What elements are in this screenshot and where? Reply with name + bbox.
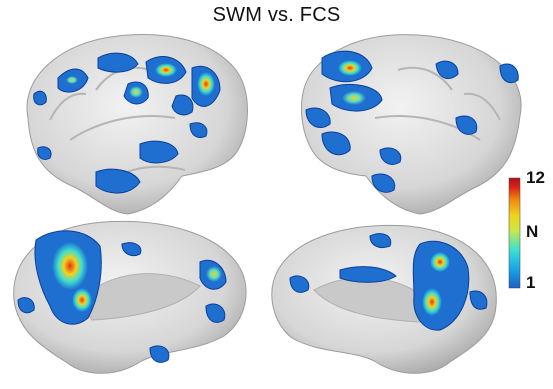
figure-title: SWM vs. FCS <box>212 4 341 26</box>
colorbar-mid-label: N <box>526 222 539 241</box>
brain-right-lateral <box>301 34 522 215</box>
brain-left-medial <box>13 220 247 374</box>
brain-right-medial <box>271 224 497 374</box>
colorbar-min-label: 1 <box>526 273 536 292</box>
colorbar-max-label: 12 <box>526 168 545 187</box>
brain-left-lateral <box>26 33 248 215</box>
colorbar <box>508 177 521 289</box>
